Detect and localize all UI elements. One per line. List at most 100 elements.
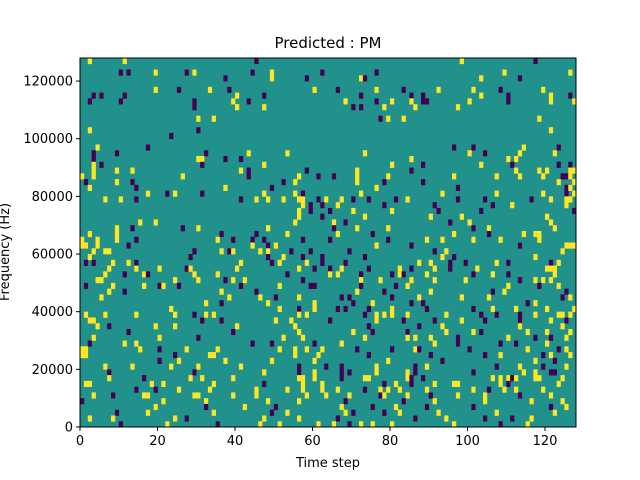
heatmap-cell: [556, 179, 561, 186]
heatmap-cell: [432, 265, 437, 272]
heatmap-cell: [122, 271, 127, 278]
heatmap-cell: [273, 403, 278, 411]
heatmap-cell: [514, 156, 519, 163]
heatmap-cell: [211, 311, 216, 318]
x-tick-label: 60: [304, 434, 321, 449]
heatmap-cell: [548, 92, 554, 99]
heatmap-cell: [452, 173, 457, 180]
heatmap-cell: [471, 386, 476, 393]
chart-title: Predicted : PM: [275, 34, 382, 52]
heatmap-cell: [161, 398, 166, 405]
heatmap-cell: [409, 277, 414, 284]
heatmap-cell: [304, 392, 309, 399]
heatmap-cell: [262, 92, 267, 99]
y-axis: 0 20000 40000 60000 80000 100000 120000: [23, 75, 80, 436]
heatmap-cell: [134, 184, 139, 191]
heatmap-cell: [300, 254, 306, 261]
heatmap-cell: [192, 69, 197, 76]
heatmap-cell: [413, 104, 418, 111]
heatmap-cell: [483, 392, 488, 399]
heatmap-cell: [339, 294, 344, 301]
heatmap-cell: [176, 282, 182, 289]
heatmap-cell: [87, 230, 92, 238]
heatmap-cell: [444, 415, 449, 422]
heatmap-cell: [467, 346, 472, 353]
heatmap-cell: [533, 230, 538, 238]
heatmap-cell: [300, 380, 306, 387]
heatmap-cell: [304, 75, 309, 82]
heatmap-cell: [153, 386, 158, 393]
heatmap-cell: [262, 380, 267, 387]
heatmap-cell: [246, 167, 251, 174]
heatmap-cell: [362, 375, 368, 382]
heatmap-cell: [312, 340, 317, 347]
heatmap-cell: [355, 288, 360, 295]
heatmap-cell: [91, 259, 96, 266]
heatmap-cell: [359, 271, 364, 278]
heatmap-cell: [444, 248, 449, 255]
heatmap-cell: [572, 179, 577, 186]
heatmap-cell: [235, 265, 240, 272]
heatmap-cell: [467, 219, 472, 226]
heatmap-cell: [440, 254, 445, 261]
heatmap-cell: [312, 300, 317, 307]
heatmap-cell: [219, 288, 224, 295]
heatmap-cell: [514, 305, 519, 313]
heatmap-cell: [122, 340, 127, 347]
heatmap-cell: [506, 271, 511, 278]
heatmap-cell: [362, 311, 368, 318]
plot-area: [79, 57, 577, 428]
heatmap-cell: [494, 311, 499, 318]
heatmap-cell: [161, 380, 166, 387]
y-tick-label: 40000: [32, 305, 73, 320]
heatmap-cell: [421, 375, 426, 382]
heatmap-cell: [378, 115, 383, 122]
heatmap-cell: [258, 248, 263, 255]
heatmap-cell: [428, 213, 433, 220]
heatmap-cell: [126, 328, 131, 336]
heatmap-cell: [204, 398, 209, 405]
heatmap-cell: [254, 230, 259, 238]
heatmap-cell: [424, 236, 430, 243]
heatmap-cell: [366, 196, 371, 203]
heatmap-cell: [324, 392, 329, 399]
heatmap-cell: [200, 190, 205, 197]
heatmap-cell: [448, 259, 453, 266]
heatmap-cell: [521, 230, 526, 238]
heatmap-cell: [192, 98, 197, 105]
heatmap-cell: [397, 271, 402, 278]
heatmap-cell: [297, 213, 302, 220]
heatmap-cell: [111, 392, 116, 399]
heatmap-cell: [417, 323, 422, 330]
heatmap-cell: [359, 92, 364, 99]
heatmap-cell: [370, 300, 375, 307]
heatmap-cell: [452, 380, 457, 387]
heatmap-cell: [471, 403, 476, 411]
heatmap-cell: [362, 75, 368, 82]
heatmap-cell: [207, 352, 213, 359]
heatmap-cell: [335, 86, 340, 93]
heatmap-cell: [277, 282, 282, 289]
heatmap-cell: [374, 86, 379, 93]
heatmap-cell: [479, 92, 484, 99]
heatmap-cell: [196, 115, 201, 122]
heatmap-cell: [266, 225, 271, 232]
heatmap-cell: [165, 190, 170, 197]
heatmap-cell: [359, 421, 364, 428]
heatmap-cell: [126, 259, 131, 266]
heatmap-cell: [409, 156, 414, 163]
heatmap-cell: [196, 277, 201, 284]
heatmap-cell: [545, 305, 550, 313]
heatmap-cell: [366, 323, 371, 330]
heatmap-cell: [564, 173, 569, 180]
heatmap-cell: [409, 265, 414, 272]
heatmap-cell: [87, 58, 92, 65]
heatmap-cell: [176, 357, 182, 364]
heatmap-cell: [262, 415, 267, 422]
heatmap-cell: [479, 161, 484, 168]
heatmap-cell: [374, 98, 379, 105]
heatmap-cell: [211, 352, 216, 359]
heatmap-cell: [273, 294, 278, 301]
heatmap-cell: [95, 242, 100, 249]
heatmap-cell: [238, 167, 244, 174]
